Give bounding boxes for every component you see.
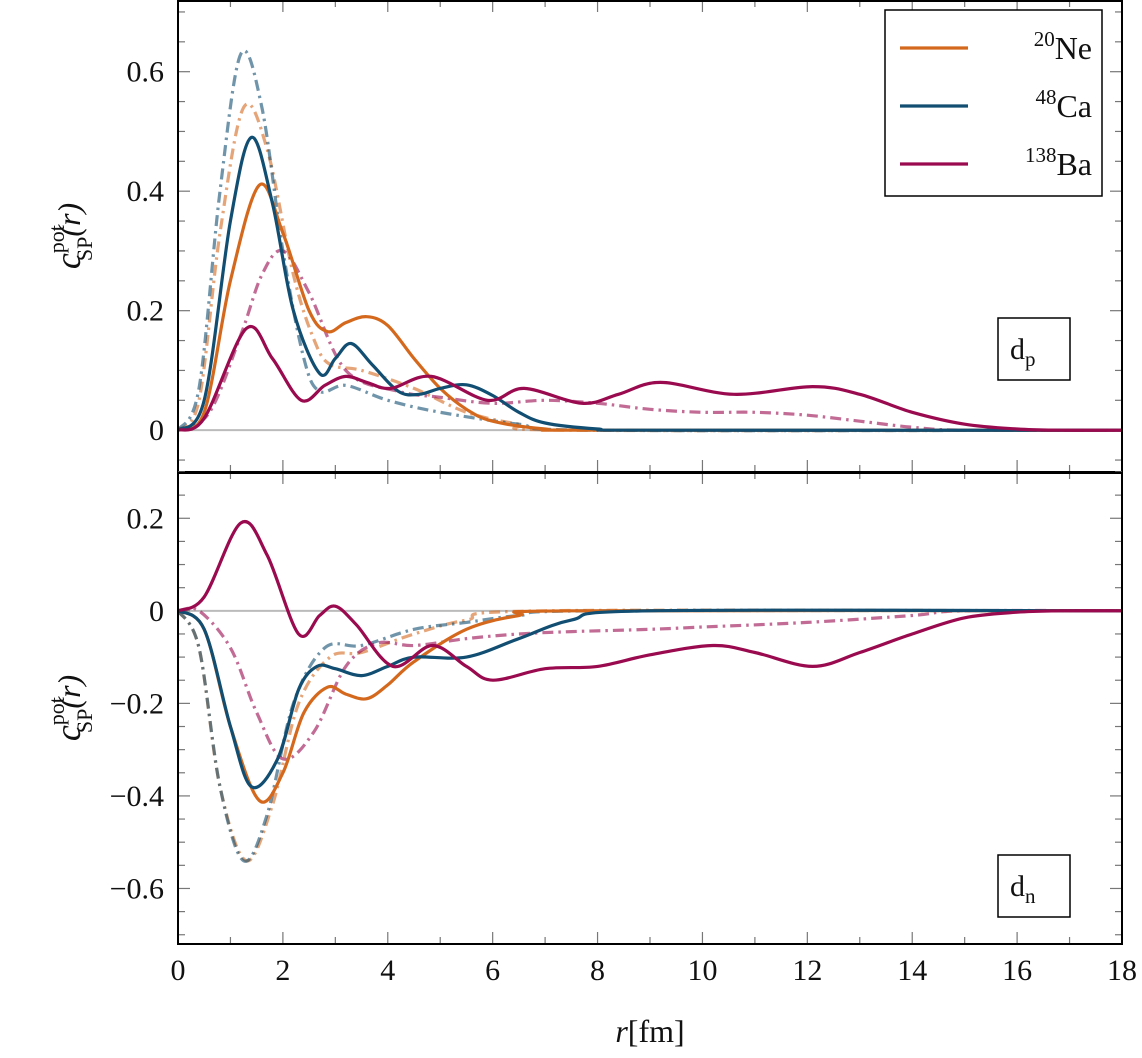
x-tick-label: 14 xyxy=(897,954,927,987)
y-tick-label: 0.4 xyxy=(127,175,165,208)
y-axis-label: cpot SP(r) xyxy=(44,675,97,741)
series-ca-dashdot xyxy=(178,608,1122,863)
legend-mass: 20 xyxy=(1034,27,1055,51)
y-tick-label: 0.6 xyxy=(127,56,165,89)
panel-label-box xyxy=(997,317,1071,381)
series-group xyxy=(178,49,1122,433)
legend-mass: 48 xyxy=(1035,85,1056,109)
y-tick-label: −0.2 xyxy=(110,687,164,720)
x-tick-label: 10 xyxy=(687,954,717,987)
series-ca-solid xyxy=(178,608,1122,790)
series-ne-solid xyxy=(178,182,1122,432)
panel-label-base: d xyxy=(1010,333,1025,366)
y-label-base: c xyxy=(48,725,88,741)
panel-n: −0.6 −0.4 −0.2 0 0.2 dn cpot SP(r) xyxy=(44,471,1123,945)
y-axis-label: cpot SP(r) xyxy=(44,203,97,269)
series-ba-solid xyxy=(178,324,1122,432)
y-tick-label: −0.4 xyxy=(110,780,164,813)
series-ca-solid xyxy=(178,135,1122,432)
x-tick-label: 2 xyxy=(275,954,290,987)
panel-label-base: d xyxy=(1010,870,1025,903)
legend-label: 20Ne xyxy=(1034,27,1092,66)
x-tick-label: 16 xyxy=(1002,954,1032,987)
series-ne-solid xyxy=(178,608,1122,804)
x-label-var: r xyxy=(615,1013,628,1049)
legend-element: Ne xyxy=(1055,30,1092,66)
series-ne-dashdot xyxy=(178,608,1122,863)
plot-frame xyxy=(177,472,1123,945)
y-label-sub: SP xyxy=(72,709,97,733)
x-tick-label: 4 xyxy=(380,954,395,987)
panel-label: dp xyxy=(1010,333,1036,371)
y-tick-label: 0.2 xyxy=(127,295,165,328)
legend-item-ba: 138Ba xyxy=(900,143,1092,182)
legend-label: 138Ba xyxy=(1025,143,1092,182)
panel-label-box xyxy=(997,854,1071,918)
series-ca-dashdot xyxy=(178,49,1122,433)
panel-label-sub: p xyxy=(1025,347,1036,371)
panel-label: dn xyxy=(1010,870,1036,908)
series-group xyxy=(178,520,1122,863)
x-tick-label: 0 xyxy=(171,954,186,987)
y-tick-label: 0 xyxy=(149,414,164,447)
y-tick-label: 0.2 xyxy=(127,502,165,535)
y-label-arg: (r) xyxy=(51,675,87,709)
legend-element: Ba xyxy=(1056,146,1092,182)
x-tick-label: 8 xyxy=(590,954,605,987)
panel-label-sub: n xyxy=(1025,884,1036,908)
x-axis-label: r[fm] xyxy=(615,1013,684,1049)
y-tick-label: 0 xyxy=(149,595,164,628)
series-ba-solid xyxy=(178,520,1122,682)
panel-p: 0 0.2 0.4 0.6 dp cpot SP(r) xyxy=(44,0,1123,473)
y-tick-label: −0.6 xyxy=(110,872,164,905)
x-tick-label: 6 xyxy=(485,954,500,987)
x-tick-label: 12 xyxy=(792,954,822,987)
legend: 20Ne 48Ca 138Ba xyxy=(884,9,1103,197)
legend-mass: 138 xyxy=(1025,143,1057,167)
legend-element: Ca xyxy=(1056,88,1092,124)
y-label-sup: pot xyxy=(44,697,69,725)
legend-label: 48Ca xyxy=(1035,85,1092,124)
series-ba-dashdot xyxy=(178,248,1122,433)
legend-item-ca: 48Ca xyxy=(900,85,1092,124)
series-ba-dashdot xyxy=(178,606,1122,761)
legend-item-ne: 20Ne xyxy=(900,27,1092,66)
y-label-base: c xyxy=(48,253,88,269)
x-label-unit: [fm] xyxy=(628,1013,685,1049)
y-label-sup: pot xyxy=(44,225,69,253)
y-label-arg: (r) xyxy=(51,203,87,237)
y-label-sub: SP xyxy=(72,237,97,261)
x-tick-label: 18 xyxy=(1107,954,1137,987)
